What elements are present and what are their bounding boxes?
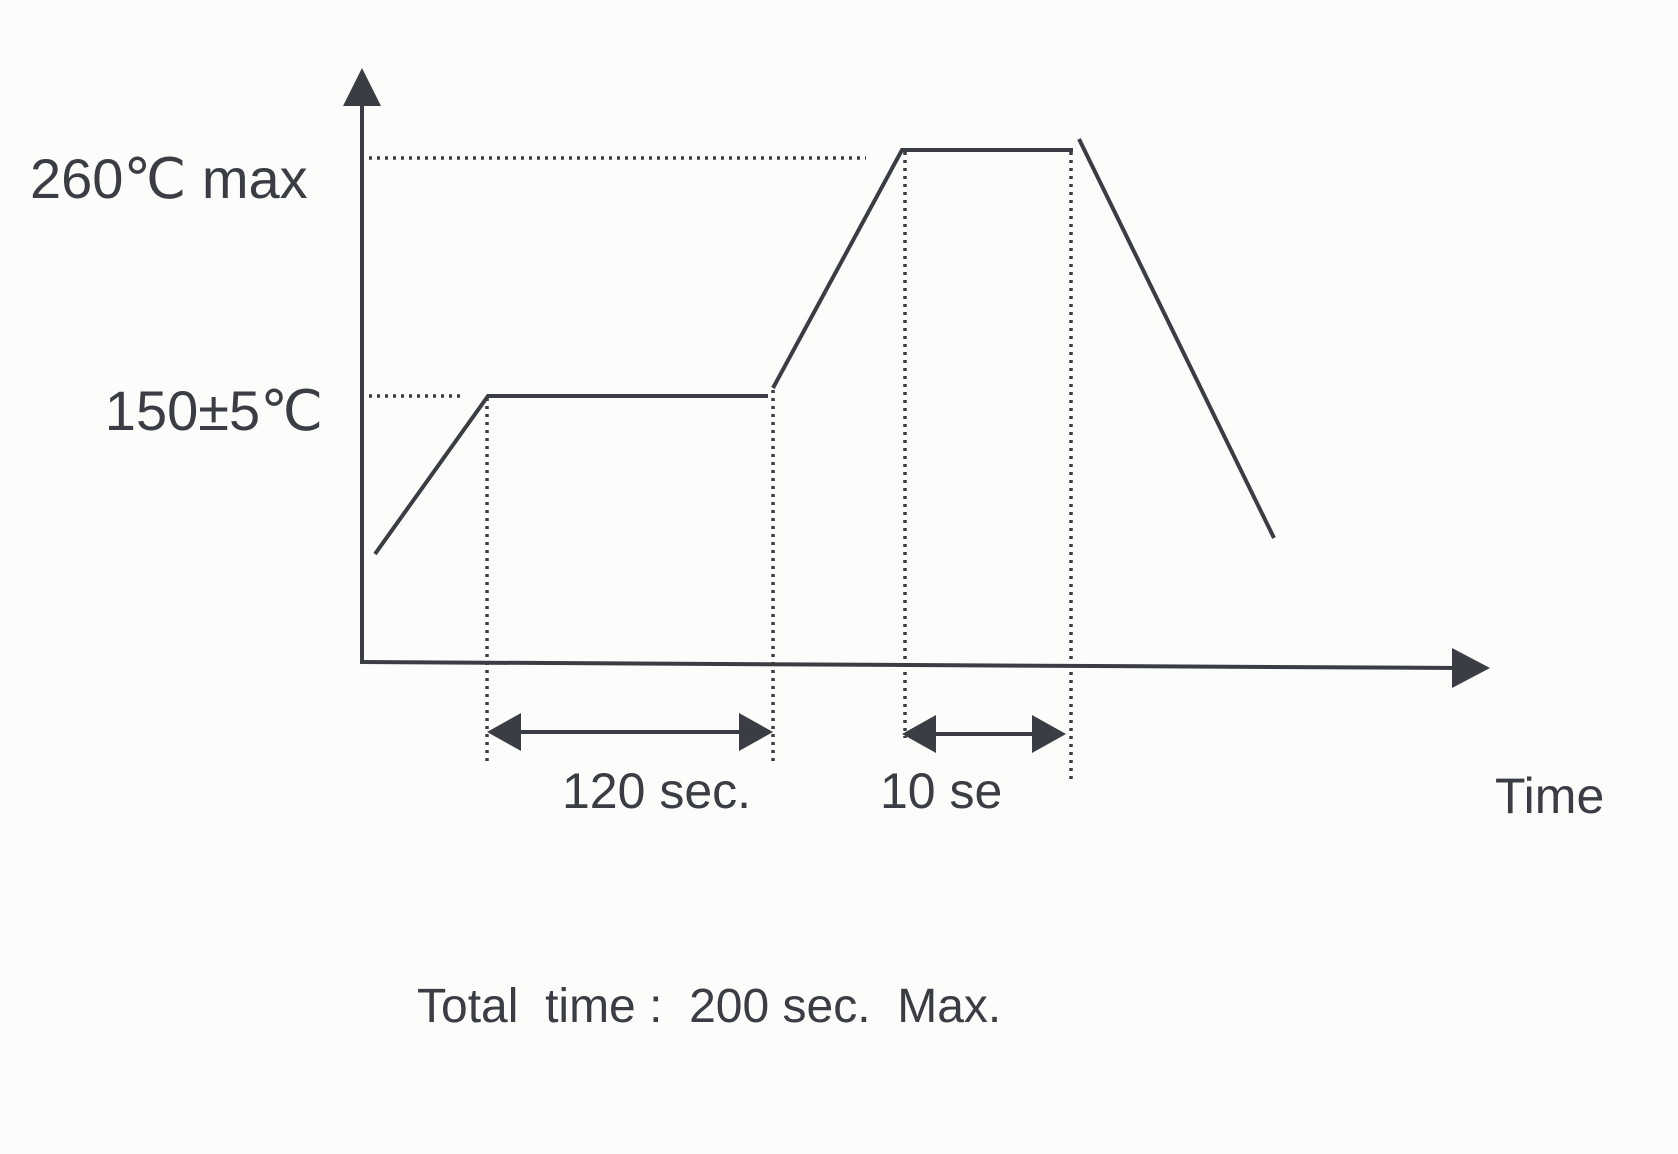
soak-time-label: 120 sec.	[562, 763, 751, 819]
arrow-head	[487, 713, 521, 751]
profile-preheat	[373, 394, 768, 556]
profile-reflow	[771, 148, 1073, 389]
profile-cooling	[1077, 138, 1276, 539]
arrow-head	[1032, 715, 1066, 753]
peak-time-label: 10 se	[880, 763, 1002, 819]
soak-temp-label: 150±5℃	[105, 379, 323, 442]
x-axis	[359, 660, 1461, 670]
peak-temp-label: 260℃ max	[30, 147, 308, 210]
x-axis-arrow	[1452, 648, 1490, 688]
arrow-head	[902, 715, 936, 753]
x-axis-label: Time	[1495, 768, 1604, 824]
total-time-note: Total time : 200 sec. Max.	[417, 980, 1001, 1033]
arrow-head	[739, 713, 773, 751]
y-axis-arrow	[343, 68, 381, 106]
